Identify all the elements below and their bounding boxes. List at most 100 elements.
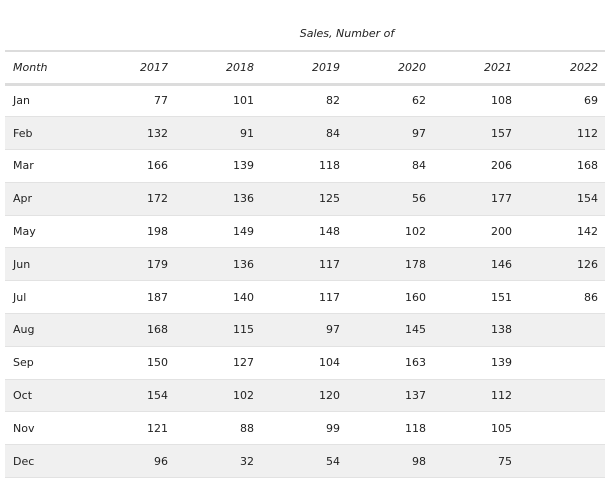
value-cell: 179 <box>89 247 175 282</box>
value-cell: 105 <box>433 411 519 446</box>
table-row: Jul 187 140 117 160 151 86 <box>5 280 605 315</box>
month-cell: Aug <box>5 313 89 347</box>
table-row: Mar 166 139 118 84 206 168 <box>5 149 605 183</box>
value-cell: 139 <box>175 149 261 183</box>
value-cell: 84 <box>347 149 433 183</box>
month-cell: Apr <box>5 182 89 216</box>
value-cell: 115 <box>175 313 261 347</box>
value-cell: 121 <box>89 411 175 446</box>
value-cell: 102 <box>175 379 261 413</box>
value-cell: 112 <box>519 116 605 151</box>
column-group-header: Sales, Number of <box>5 18 605 52</box>
value-cell: 178 <box>347 247 433 282</box>
value-cell: 97 <box>261 313 347 347</box>
month-cell: Oct <box>5 379 89 413</box>
value-cell: 54 <box>261 444 347 479</box>
value-cell: 151 <box>433 280 519 315</box>
value-cell: 125 <box>261 182 347 216</box>
value-cell: 198 <box>89 215 175 249</box>
column-group-title: Sales, Number of <box>299 27 395 40</box>
value-cell: 104 <box>261 346 347 380</box>
value-cell <box>519 313 605 347</box>
table-row: Feb 132 91 84 97 157 112 <box>5 116 605 151</box>
value-cell: 82 <box>261 84 347 118</box>
value-cell: 148 <box>261 215 347 249</box>
month-cell: May <box>5 215 89 249</box>
value-cell: 117 <box>261 280 347 315</box>
value-cell: 146 <box>433 247 519 282</box>
month-cell: Feb <box>5 116 89 151</box>
value-cell: 168 <box>89 313 175 347</box>
value-cell: 101 <box>175 84 261 118</box>
value-cell: 177 <box>433 182 519 216</box>
table-row: Jan 77 101 82 62 108 69 <box>5 84 605 118</box>
column-header-year: 2017 <box>89 52 175 86</box>
value-cell: 142 <box>519 215 605 249</box>
value-cell: 136 <box>175 247 261 282</box>
value-cell: 102 <box>347 215 433 249</box>
value-cell: 98 <box>347 444 433 479</box>
table-body: Jan 77 101 82 62 108 69 Feb 132 91 84 97 157 112 Mar 16… <box>5 84 605 479</box>
sales-table-container: Sales, Number of Month 2017 2018 2019 20… <box>5 18 605 479</box>
value-cell: 32 <box>175 444 261 479</box>
table-row: Apr 172 136 125 56 177 154 <box>5 182 605 216</box>
value-cell: 138 <box>433 313 519 347</box>
column-header-year: 2018 <box>175 52 261 86</box>
value-cell: 108 <box>433 84 519 118</box>
table-row: May 198 149 148 102 200 142 <box>5 215 605 249</box>
value-cell: 168 <box>519 149 605 183</box>
value-cell: 112 <box>433 379 519 413</box>
value-cell: 145 <box>347 313 433 347</box>
value-cell: 150 <box>89 346 175 380</box>
value-cell: 136 <box>175 182 261 216</box>
value-cell: 206 <box>433 149 519 183</box>
value-cell: 97 <box>347 116 433 151</box>
value-cell: 86 <box>519 280 605 315</box>
table-row: Nov 121 88 99 118 105 <box>5 411 605 446</box>
value-cell: 84 <box>261 116 347 151</box>
month-cell: Mar <box>5 149 89 183</box>
column-header-month: Month <box>5 52 89 86</box>
value-cell: 77 <box>89 84 175 118</box>
header-row: Month 2017 2018 2019 2020 2021 2022 <box>5 52 605 86</box>
value-cell: 140 <box>175 280 261 315</box>
value-cell: 172 <box>89 182 175 216</box>
value-cell: 149 <box>175 215 261 249</box>
value-cell: 99 <box>261 411 347 446</box>
month-cell: Jul <box>5 280 89 315</box>
value-cell: 118 <box>261 149 347 183</box>
month-cell: Nov <box>5 411 89 446</box>
value-cell: 154 <box>89 379 175 413</box>
month-cell: Jan <box>5 84 89 118</box>
value-cell <box>519 346 605 380</box>
value-cell: 91 <box>175 116 261 151</box>
value-cell: 132 <box>89 116 175 151</box>
month-cell: Dec <box>5 444 89 479</box>
column-header-year: 2021 <box>433 52 519 86</box>
value-cell: 139 <box>433 346 519 380</box>
value-cell: 154 <box>519 182 605 216</box>
column-header-year: 2020 <box>347 52 433 86</box>
value-cell: 187 <box>89 280 175 315</box>
table-row: Oct 154 102 120 137 112 <box>5 379 605 413</box>
value-cell: 117 <box>261 247 347 282</box>
value-cell: 160 <box>347 280 433 315</box>
value-cell: 56 <box>347 182 433 216</box>
value-cell: 163 <box>347 346 433 380</box>
value-cell: 88 <box>175 411 261 446</box>
value-cell <box>519 444 605 479</box>
value-cell: 157 <box>433 116 519 151</box>
month-cell: Jun <box>5 247 89 282</box>
value-cell: 126 <box>519 247 605 282</box>
value-cell: 75 <box>433 444 519 479</box>
value-cell <box>519 411 605 446</box>
month-cell: Sep <box>5 346 89 380</box>
sales-table: Month 2017 2018 2019 2020 2021 2022 Jan 7… <box>5 52 605 479</box>
value-cell: 200 <box>433 215 519 249</box>
value-cell: 166 <box>89 149 175 183</box>
table-row: Aug 168 115 97 145 138 <box>5 313 605 347</box>
value-cell: 127 <box>175 346 261 380</box>
table-row: Jun 179 136 117 178 146 126 <box>5 247 605 282</box>
table-row: Dec 96 32 54 98 75 <box>5 444 605 479</box>
value-cell: 69 <box>519 84 605 118</box>
